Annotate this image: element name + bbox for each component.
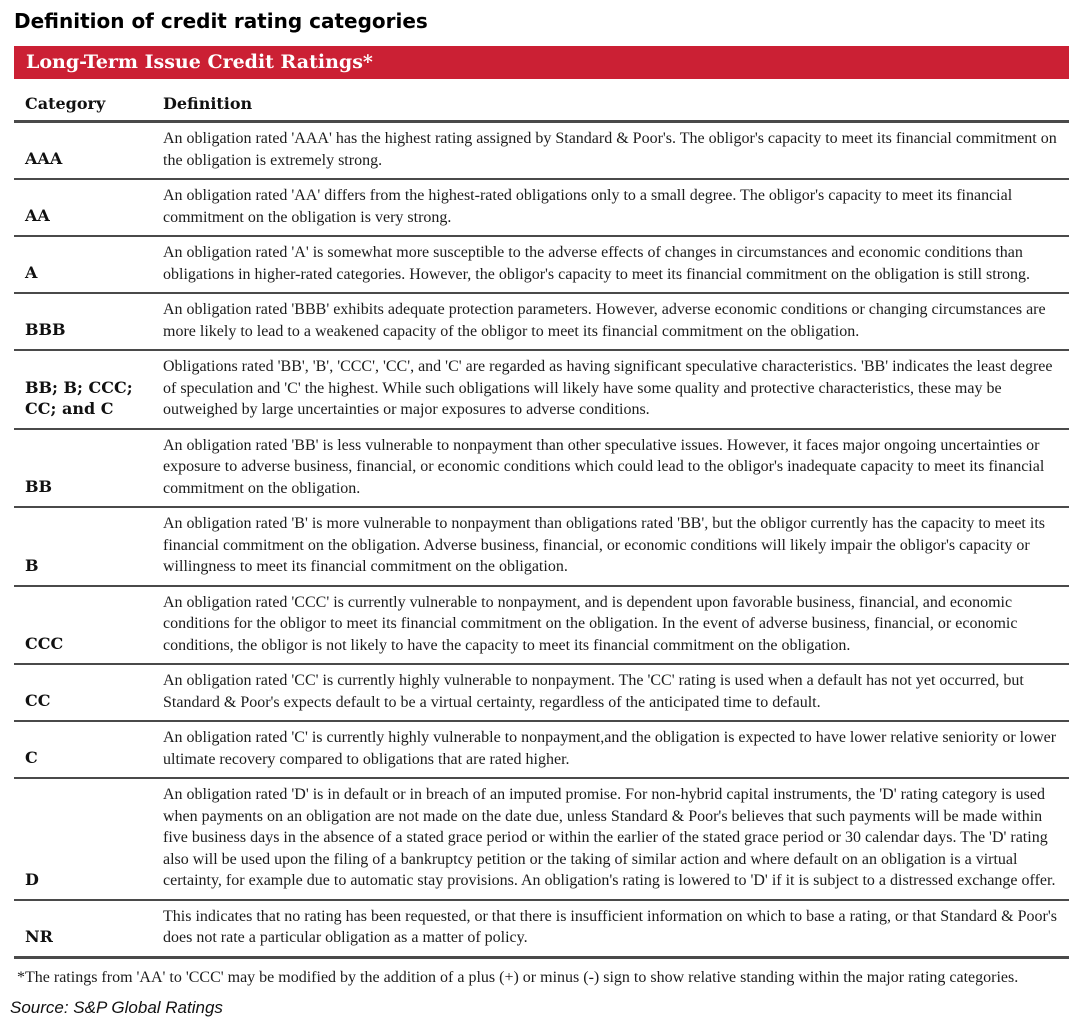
table-header-row: Category Definition [14, 91, 1069, 123]
category-cell: BB; B; CCC; CC; and C [14, 350, 163, 430]
category-cell: AAA [14, 121, 163, 180]
category-cell: BB [14, 428, 163, 508]
table-row-d: D An obligation rated 'D' is in default … [14, 778, 1069, 901]
table-row-ccc: CCC An obligation rated 'CCC' is current… [14, 585, 1069, 665]
table-row-aaa: AAA An obligation rated 'AAA' has the hi… [14, 121, 1069, 180]
definition-cell: An obligation rated 'C' is currently hig… [163, 721, 1069, 779]
table-row-nr: NR This indicates that no rating has bee… [14, 899, 1069, 959]
category-cell: D [14, 778, 163, 901]
table-row-bbb: BBB An obligation rated 'BBB' exhibits a… [14, 293, 1069, 351]
category-cell: CCC [14, 585, 163, 665]
definition-cell: An obligation rated 'BB' is less vulnera… [163, 428, 1069, 508]
category-cell: A [14, 236, 163, 294]
category-cell: BBB [14, 293, 163, 351]
footnote: *The ratings from 'AA' to 'CCC' may be m… [17, 968, 1019, 986]
definition-cell: Obligations rated 'BB', 'B', 'CCC', 'CC'… [163, 350, 1069, 430]
definition-cell: An obligation rated 'CCC' is currently v… [163, 585, 1069, 665]
source-note: Source: S&P Global Ratings [10, 997, 223, 1017]
table-row-aa: AA An obligation rated 'AA' differs from… [14, 179, 1069, 237]
table-row-cc: CC An obligation rated 'CC' is currently… [14, 664, 1069, 722]
table-row-speculative-group: BB; B; CCC; CC; and C Obligations rated … [14, 350, 1069, 430]
definition-cell: An obligation rated 'A' is somewhat more… [163, 236, 1069, 294]
definition-cell: An obligation rated 'BBB' exhibits adequ… [163, 293, 1069, 351]
table-row-a: A An obligation rated 'A' is somewhat mo… [14, 236, 1069, 294]
table-row-c: C An obligation rated 'C' is currently h… [14, 721, 1069, 779]
table-title-bar: Long-Term Issue Credit Ratings* [14, 46, 1069, 79]
definition-cell: An obligation rated 'AA' differs from th… [163, 179, 1069, 237]
category-cell: C [14, 721, 163, 779]
definition-cell: An obligation rated 'CC' is currently hi… [163, 664, 1069, 722]
definition-cell: An obligation rated 'B' is more vulnerab… [163, 507, 1069, 587]
definition-cell: This indicates that no rating has been r… [163, 899, 1069, 959]
column-header-definition: Definition [163, 91, 1069, 123]
category-cell: B [14, 507, 163, 587]
column-header-category: Category [14, 91, 163, 123]
ratings-table: Category Definition AAA An obligation ra… [14, 91, 1069, 959]
category-cell: CC [14, 664, 163, 722]
category-cell: NR [14, 899, 163, 959]
table-title-label: Long-Term Issue Credit Ratings* [26, 51, 373, 73]
table-row-b: B An obligation rated 'B' is more vulner… [14, 507, 1069, 587]
definition-cell: An obligation rated 'AAA' has the highes… [163, 121, 1069, 180]
category-cell: AA [14, 179, 163, 237]
page-title: Definition of credit rating categories [14, 9, 428, 33]
table-row-bb: BB An obligation rated 'BB' is less vuln… [14, 428, 1069, 508]
definition-cell: An obligation rated 'D' is in default or… [163, 778, 1069, 901]
